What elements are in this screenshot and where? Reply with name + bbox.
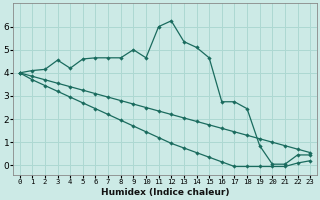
X-axis label: Humidex (Indice chaleur): Humidex (Indice chaleur) xyxy=(101,188,229,197)
